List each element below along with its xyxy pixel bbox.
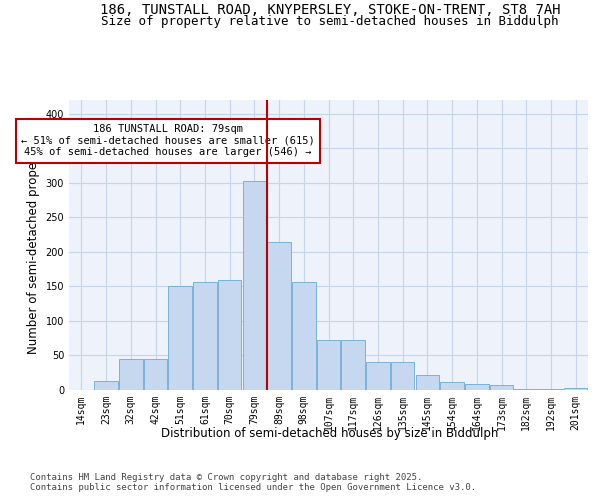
Bar [564,388,587,390]
Text: Distribution of semi-detached houses by size in Biddulph: Distribution of semi-detached houses by … [161,428,499,440]
Bar [218,280,241,390]
Bar [193,282,217,390]
Text: 186 TUNSTALL ROAD: 79sqm
← 51% of semi-detached houses are smaller (615)
45% of : 186 TUNSTALL ROAD: 79sqm ← 51% of semi-d… [21,124,315,158]
Bar [268,242,291,390]
Bar [366,362,389,390]
Bar [341,340,365,390]
Y-axis label: Number of semi-detached properties: Number of semi-detached properties [27,136,40,354]
Bar [416,375,439,390]
Bar [169,286,192,390]
Bar [292,282,316,390]
Bar [144,359,167,390]
Bar [119,359,143,390]
Bar [490,385,513,390]
Text: Contains HM Land Registry data © Crown copyright and database right 2025.
Contai: Contains HM Land Registry data © Crown c… [30,472,476,492]
Bar [465,384,488,390]
Bar [242,181,266,390]
Bar [440,382,464,390]
Bar [317,340,340,390]
Bar [391,362,415,390]
Bar [94,381,118,390]
Bar [514,388,538,390]
Text: 186, TUNSTALL ROAD, KNYPERSLEY, STOKE-ON-TRENT, ST8 7AH: 186, TUNSTALL ROAD, KNYPERSLEY, STOKE-ON… [100,2,560,16]
Text: Size of property relative to semi-detached houses in Biddulph: Size of property relative to semi-detach… [101,15,559,28]
